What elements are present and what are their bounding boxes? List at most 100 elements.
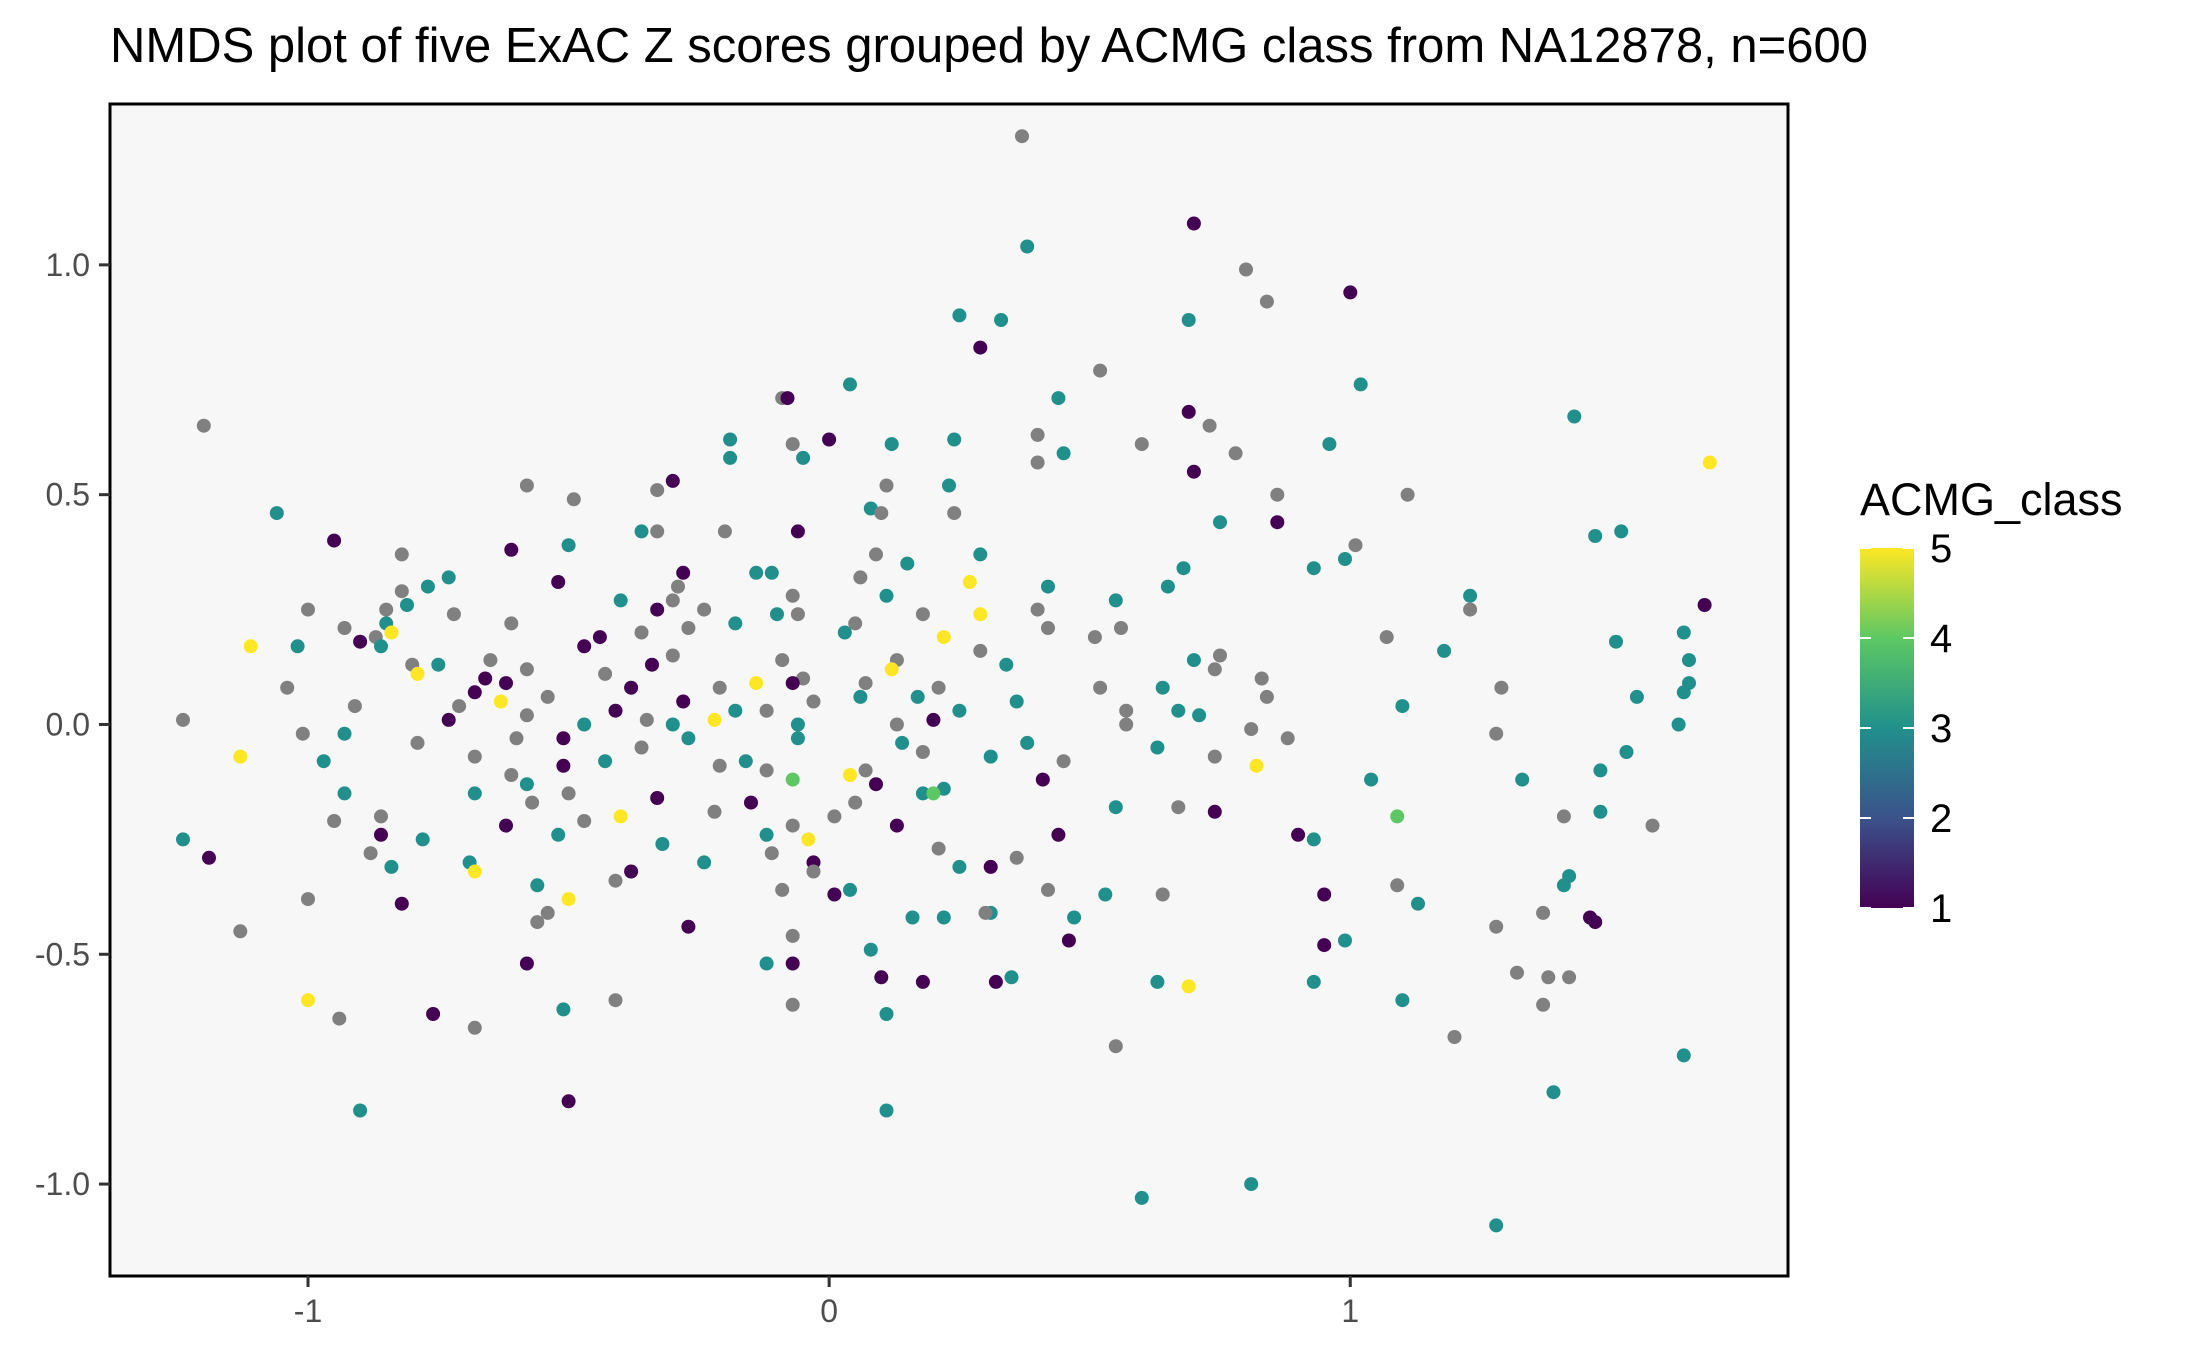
data-point xyxy=(983,859,998,874)
data-point xyxy=(410,735,425,750)
data-point xyxy=(1244,1177,1259,1192)
data-point xyxy=(1536,997,1551,1012)
data-point xyxy=(1056,446,1071,461)
data-point xyxy=(936,630,951,645)
data-point xyxy=(1249,758,1264,773)
data-point xyxy=(613,809,628,824)
data-point xyxy=(452,699,467,714)
data-point xyxy=(290,639,305,654)
data-point xyxy=(1343,285,1358,300)
data-point xyxy=(848,795,863,810)
data-point xyxy=(889,717,904,732)
data-point xyxy=(176,832,190,847)
data-point xyxy=(853,689,868,704)
data-point xyxy=(915,786,930,801)
data-point xyxy=(1463,588,1478,603)
data-point xyxy=(1306,832,1321,847)
data-point xyxy=(1353,377,1368,392)
data-point xyxy=(519,662,534,677)
data-point xyxy=(598,754,613,769)
data-point xyxy=(650,483,665,498)
data-point xyxy=(551,827,566,842)
data-point xyxy=(519,777,534,792)
data-point xyxy=(1186,216,1201,231)
legend-label: 2 xyxy=(1930,797,1952,841)
data-point xyxy=(1390,878,1405,893)
data-point xyxy=(467,749,482,764)
data-point xyxy=(337,726,352,741)
data-point xyxy=(1400,487,1415,502)
data-point xyxy=(785,676,800,691)
data-point xyxy=(879,478,894,493)
data-point xyxy=(790,717,805,732)
data-point xyxy=(519,956,534,971)
data-point xyxy=(848,616,863,631)
data-point xyxy=(530,878,545,893)
data-point xyxy=(785,437,800,452)
data-point xyxy=(785,588,800,603)
data-point xyxy=(561,892,576,907)
data-point xyxy=(1030,602,1045,617)
data-point xyxy=(566,492,581,507)
data-point xyxy=(738,754,753,769)
data-point xyxy=(1098,887,1113,902)
data-point xyxy=(770,607,784,622)
data-point xyxy=(790,524,805,539)
data-point xyxy=(717,524,732,539)
data-point xyxy=(394,547,409,562)
data-point xyxy=(915,974,930,989)
data-point xyxy=(394,584,409,599)
data-point xyxy=(598,666,613,681)
data-point xyxy=(374,639,388,654)
data-point xyxy=(1020,239,1035,254)
data-point xyxy=(744,795,758,810)
data-point xyxy=(1489,1218,1504,1233)
data-point xyxy=(884,437,899,452)
data-point xyxy=(1583,910,1597,925)
data-point xyxy=(280,680,295,695)
data-point xyxy=(827,887,842,902)
y-tick-label: -0.5 xyxy=(35,936,90,972)
data-point xyxy=(1108,1039,1123,1054)
data-point xyxy=(540,689,555,704)
data-point xyxy=(749,565,764,580)
plot-panel xyxy=(110,104,1788,1276)
data-point xyxy=(1593,804,1608,819)
data-point xyxy=(301,602,315,617)
data-point xyxy=(1150,974,1165,989)
data-point xyxy=(874,970,889,985)
data-point xyxy=(1379,630,1394,645)
data-point xyxy=(655,837,670,851)
data-point xyxy=(1322,437,1337,452)
data-point xyxy=(379,602,394,617)
data-point xyxy=(759,956,774,971)
data-point xyxy=(530,915,545,930)
data-point xyxy=(1515,772,1530,787)
data-point xyxy=(707,712,722,727)
data-point xyxy=(697,602,712,617)
data-point xyxy=(1067,910,1082,925)
data-point xyxy=(1244,722,1259,737)
data-point xyxy=(1207,804,1222,819)
data-point xyxy=(1202,418,1217,433)
chart-title: NMDS plot of five ExAC Z scores grouped … xyxy=(110,19,1868,73)
data-point xyxy=(301,993,315,1008)
data-point xyxy=(426,1007,441,1021)
data-point xyxy=(697,855,712,870)
data-point xyxy=(316,754,331,769)
data-point xyxy=(952,308,967,323)
data-point xyxy=(556,731,571,746)
data-point xyxy=(843,377,857,392)
data-point xyxy=(796,450,811,465)
data-point xyxy=(1239,262,1253,277)
data-point xyxy=(952,703,967,718)
data-point xyxy=(1676,685,1691,700)
y-axis: -1.0 -0.5 0.0 0.5 1.0 xyxy=(35,247,110,1202)
data-point xyxy=(712,758,727,773)
data-point xyxy=(1035,772,1050,787)
data-point xyxy=(671,579,685,594)
data-point xyxy=(869,777,883,792)
data-point xyxy=(374,809,388,824)
data-point xyxy=(415,832,430,847)
